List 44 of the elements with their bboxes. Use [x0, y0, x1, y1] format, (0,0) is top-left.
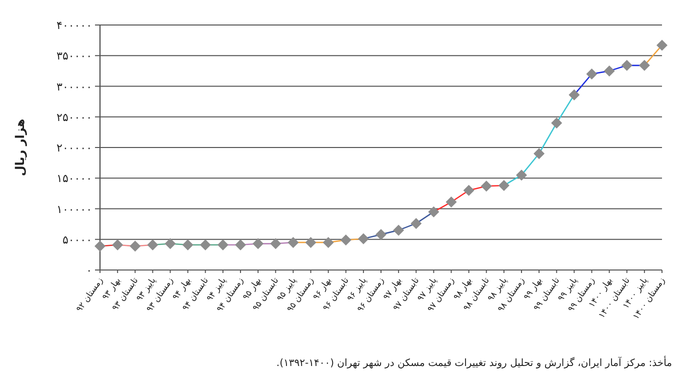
point [480, 180, 492, 192]
y-tick-label: ۵۰۰۰۰ [62, 233, 92, 246]
y-tick-label: ۳۰۰۰۰۰ [56, 80, 92, 94]
point [235, 239, 246, 250]
point [410, 218, 422, 229]
point [463, 184, 474, 196]
y-tick-label: ۰ [86, 264, 92, 277]
y-tick-label: ۲۰۰۰۰۰ [56, 142, 92, 154]
point [604, 65, 615, 76]
point [112, 239, 124, 250]
point [340, 234, 352, 246]
y-axis-title: هزار ریال [13, 118, 27, 176]
point [551, 118, 562, 128]
point [217, 239, 228, 250]
point [534, 148, 545, 160]
point [498, 180, 510, 191]
y-tick-label: ۴۰۰۰۰۰ [56, 19, 92, 32]
y-tick-label: ۳۵۰۰۰۰ [56, 50, 92, 63]
point [428, 206, 440, 218]
y-tick-label: ۱۵۰۰۰۰ [56, 172, 92, 186]
point [376, 228, 386, 240]
point [358, 233, 369, 244]
point [147, 239, 158, 250]
point [182, 239, 194, 250]
point [322, 236, 334, 248]
point [393, 224, 404, 236]
point [270, 238, 282, 250]
point [164, 238, 176, 250]
y-tick-label: ۱۰۰۰۰۰ [56, 202, 92, 216]
point [305, 236, 316, 248]
point [621, 60, 632, 71]
y-tick-label: ۲۵۰۰۰۰ [56, 110, 92, 124]
point [446, 196, 457, 208]
point [288, 236, 299, 248]
point [94, 240, 106, 252]
point [200, 239, 211, 250]
point [586, 68, 598, 80]
point [656, 40, 668, 51]
point [252, 238, 264, 250]
point [130, 240, 141, 252]
point [568, 89, 580, 100]
text: مأخذ: مرکز آمار ایران، گزارش و تحلیل روند تغییرات قیمت مسکن در شهر تهران (۱۴۰۰-۱۳۹۲). [276, 355, 672, 369]
point [638, 60, 650, 71]
point [516, 170, 527, 181]
